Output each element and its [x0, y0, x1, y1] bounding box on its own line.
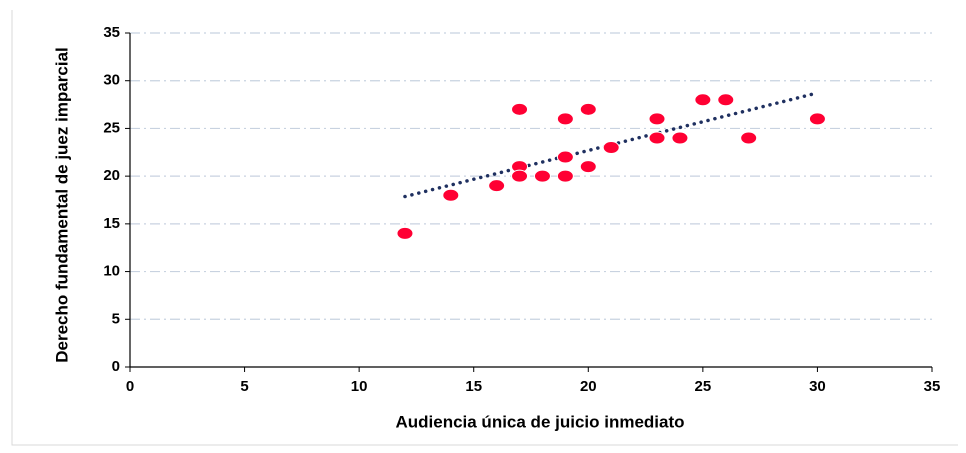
- x-tick-label: 10: [351, 378, 368, 395]
- y-tick-label: 35: [103, 24, 120, 41]
- point: [556, 150, 574, 164]
- y-tick-label: 20: [103, 167, 120, 184]
- grid: [130, 32, 932, 320]
- y-tick-label: 15: [103, 215, 120, 232]
- point: [556, 169, 574, 183]
- trendline: [403, 92, 815, 199]
- y-tick-label: 30: [103, 72, 120, 89]
- x-tick-label: 0: [126, 378, 134, 395]
- x-tick-label: 5: [240, 378, 248, 395]
- point: [488, 179, 506, 193]
- point: [648, 131, 666, 145]
- y-axis-label: Derecho fundamental de juez imparcial: [52, 47, 71, 363]
- x-axis-label: Audiencia única de juicio inmediato: [395, 412, 684, 431]
- point: [556, 112, 574, 126]
- point: [579, 160, 597, 174]
- point: [808, 112, 826, 126]
- point: [694, 93, 712, 107]
- y-tick-label: 5: [112, 310, 120, 327]
- y-tick-label: 0: [112, 358, 120, 375]
- point: [717, 93, 735, 107]
- chart-border: [11, 10, 958, 446]
- point: [533, 169, 551, 183]
- y-tick-label: 10: [103, 263, 120, 280]
- point: [511, 169, 529, 183]
- point: [511, 102, 529, 116]
- marks: [396, 93, 826, 240]
- x-tick-label: 30: [809, 378, 826, 395]
- point: [396, 226, 414, 240]
- point: [648, 112, 666, 126]
- point: [602, 141, 620, 155]
- point: [740, 131, 758, 145]
- point: [442, 188, 460, 202]
- x-tick-label: 20: [580, 378, 597, 395]
- point: [579, 102, 597, 116]
- x-tick-label: 25: [695, 378, 712, 395]
- x-tick-label: 35: [924, 378, 941, 395]
- point: [671, 131, 689, 145]
- y-tick-label: 25: [103, 119, 120, 136]
- x-tick-label: 15: [465, 378, 482, 395]
